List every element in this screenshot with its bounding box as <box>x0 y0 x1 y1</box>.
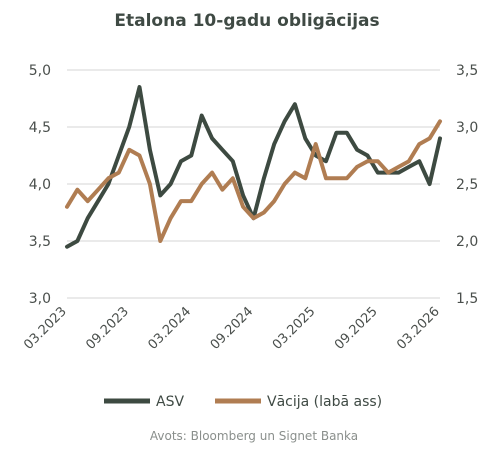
y-right-tick-label: 3,5 <box>456 63 478 79</box>
y-right-tick-label: 1,5 <box>456 291 478 307</box>
right-y-axis: 1,5 2,0 2,5 3,0 3,5 <box>456 63 478 307</box>
x-tick-label: 03.2025 <box>270 304 319 353</box>
y-right-tick-label: 2,0 <box>456 234 478 250</box>
grid <box>67 69 440 299</box>
y-right-tick-label: 3,0 <box>456 120 478 136</box>
legend-label-vacija: Vācija (labā ass) <box>267 394 382 410</box>
x-axis: 03.2023 09.2023 03.2024 09.2024 03.2025 09.20… <box>21 304 443 353</box>
y-left-tick-label: 3,5 <box>29 234 51 250</box>
series-line-vacija <box>65 119 442 243</box>
left-y-axis: 3,0 3,5 4,0 4,5 5,0 <box>29 63 51 307</box>
source-note: Avots: Bloomberg un Signet Banka <box>150 429 358 443</box>
y-left-tick-label: 4,5 <box>29 120 51 136</box>
legend-label-asv: ASV <box>156 394 184 410</box>
legend: ASV Vācija (labā ass) <box>104 394 382 410</box>
x-tick-label: 03.2023 <box>21 304 70 353</box>
y-right-tick-label: 2,5 <box>456 177 478 193</box>
chart-title: Etalona 10-gadu obligācijas <box>114 11 379 31</box>
y-left-tick-label: 3,0 <box>29 291 51 307</box>
x-tick-label: 09.2023 <box>83 304 132 353</box>
x-tick-label: 03.2026 <box>394 304 443 353</box>
x-tick-label: 03.2024 <box>146 304 195 353</box>
x-tick-label: 09.2025 <box>332 304 381 353</box>
y-left-tick-label: 5,0 <box>29 63 51 79</box>
series-group <box>65 85 442 249</box>
x-tick-label: 09.2024 <box>208 304 257 353</box>
y-left-tick-label: 4,0 <box>29 177 51 193</box>
